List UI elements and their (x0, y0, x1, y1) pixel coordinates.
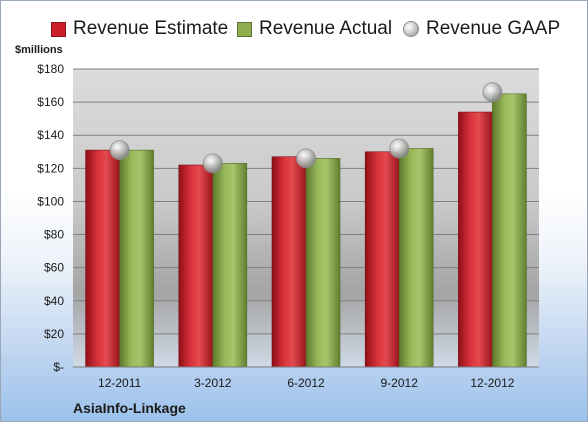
legend-marker-gaap (403, 21, 419, 37)
x-axis-ticks: 12-2011 3-2012 6-2012 9-2012 12-2012 (98, 376, 515, 390)
y-tick-label: $120 (37, 161, 64, 175)
y-tick-label: $40 (44, 294, 64, 308)
y-tick-label: $180 (37, 62, 64, 76)
x-tick-label: 12-2012 (470, 376, 514, 390)
legend-swatch-estimate (51, 21, 66, 37)
y-tick-label: $60 (44, 261, 64, 275)
y-tick-label: $20 (44, 327, 64, 341)
y-tick-label: $140 (37, 128, 64, 142)
bar-actual (305, 158, 341, 368)
y-axis-ticks: $- $20 $40 $60 $80 $100 $120 $140 $160 $180 (37, 62, 64, 374)
marker-gaap (482, 82, 503, 103)
bar-estimate (271, 156, 307, 368)
bar-estimate (85, 149, 120, 368)
legend-item-actual: Revenue Actual (237, 15, 392, 43)
legend-label-gaap: Revenue GAAP (426, 18, 561, 39)
y-tick-label: $80 (44, 228, 64, 242)
legend: Revenue Estimate Revenue Actual Revenue … (1, 15, 588, 43)
legend-swatch-actual (237, 21, 252, 37)
marker-gaap (202, 153, 223, 174)
bar-estimate (178, 164, 214, 368)
x-tick-label: 9-2012 (381, 376, 419, 390)
legend-item-estimate: Revenue Estimate (51, 15, 228, 43)
bar-estimate (458, 111, 493, 368)
legend-label-estimate: Revenue Estimate (73, 18, 229, 39)
y-tick-label: $100 (37, 194, 64, 208)
y-tick-label: $- (53, 360, 64, 374)
x-tick-label: 3-2012 (194, 376, 232, 390)
bar-estimate (364, 151, 400, 368)
x-tick-label: 12-2011 (98, 376, 141, 390)
bars (85, 93, 527, 368)
y-axis-unit-label: $millions (15, 44, 63, 56)
bar-actual (212, 163, 248, 368)
marker-gaap (109, 140, 130, 161)
bar-actual (398, 148, 434, 368)
bar-actual (119, 149, 154, 368)
legend-item-gaap: Revenue GAAP (403, 15, 560, 43)
marker-gaap (296, 148, 316, 169)
company-name: AsiaInfo-Linkage (73, 400, 186, 416)
y-tick-label: $160 (37, 95, 64, 109)
legend-label-actual: Revenue Actual (259, 18, 393, 39)
marker-gaap (389, 138, 410, 159)
gaap-markers (109, 82, 503, 174)
bar-actual (492, 93, 527, 368)
x-tick-label: 6-2012 (287, 376, 325, 390)
